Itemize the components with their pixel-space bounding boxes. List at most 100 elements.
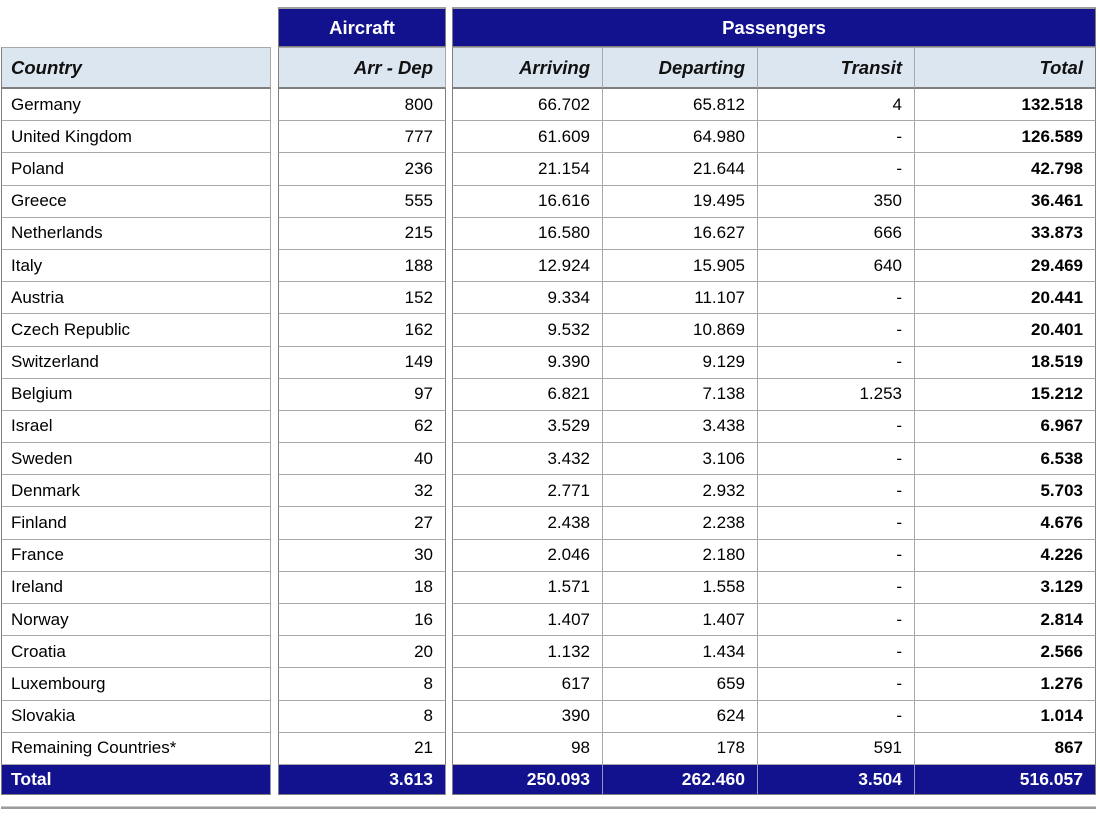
country-cell: France — [1, 539, 271, 572]
departing-cell: 7.138 — [603, 378, 758, 411]
transit-cell: - — [758, 636, 915, 669]
total-aircraft: 3.613 — [278, 764, 446, 795]
aircraft-arr-dep-cell: 777 — [278, 121, 446, 154]
transit-cell: - — [758, 507, 915, 540]
column-gap — [446, 604, 452, 637]
total-row-label: Total — [1, 764, 271, 795]
column-gap — [271, 47, 278, 89]
arriving-cell: 3.529 — [452, 410, 603, 444]
aircraft-arr-dep-cell: 18 — [278, 571, 446, 604]
country-cell: Slovakia — [1, 700, 271, 733]
column-gap — [271, 571, 278, 604]
column-gap — [446, 121, 452, 154]
column-gap — [446, 443, 452, 476]
row-total-cell: 6.538 — [915, 443, 1096, 476]
total-arriving: 250.093 — [452, 764, 603, 795]
column-gap — [271, 700, 278, 733]
column-gap — [271, 121, 278, 154]
column-gap — [446, 378, 452, 411]
arriving-cell: 390 — [452, 700, 603, 733]
arriving-cell: 12.924 — [452, 249, 603, 283]
column-gap — [271, 636, 278, 669]
column-gap — [446, 668, 452, 701]
departing-cell: 10.869 — [603, 314, 758, 347]
departing-cell: 11.107 — [603, 282, 758, 315]
transit-cell: - — [758, 410, 915, 444]
column-gap — [271, 282, 278, 315]
column-gap — [446, 346, 452, 379]
arriving-cell: 2.046 — [452, 539, 603, 572]
row-total-cell: 5.703 — [915, 475, 1096, 508]
departing-cell: 178 — [603, 732, 758, 765]
arriving-cell: 16.616 — [452, 185, 603, 218]
column-gap — [446, 314, 452, 347]
transit-cell: - — [758, 121, 915, 154]
row-total-cell: 18.519 — [915, 346, 1096, 379]
transit-cell: - — [758, 539, 915, 572]
arriving-cell: 617 — [452, 668, 603, 701]
departing-cell: 15.905 — [603, 249, 758, 283]
column-gap — [446, 539, 452, 572]
aircraft-arr-dep-cell: 555 — [278, 185, 446, 218]
arriving-cell: 1.132 — [452, 636, 603, 669]
country-cell: United Kingdom — [1, 121, 271, 154]
aircraft-arr-dep-cell: 800 — [278, 89, 446, 122]
top-left-spacer — [1, 7, 271, 47]
transit-cell: - — [758, 475, 915, 508]
departing-cell: 624 — [603, 700, 758, 733]
arriving-cell: 98 — [452, 732, 603, 765]
departing-cell: 1.558 — [603, 571, 758, 604]
aircraft-arr-dep-cell: 40 — [278, 443, 446, 476]
country-cell: Greece — [1, 185, 271, 218]
departing-cell: 3.438 — [603, 410, 758, 444]
row-total-cell: 20.441 — [915, 282, 1096, 315]
country-cell: Germany — [1, 89, 271, 122]
column-gap — [271, 346, 278, 379]
transit-cell: - — [758, 668, 915, 701]
aircraft-arr-dep-cell: 21 — [278, 732, 446, 765]
column-gap — [271, 89, 278, 122]
aircraft-arr-dep-cell: 215 — [278, 217, 446, 250]
transit-cell: 1.253 — [758, 378, 915, 411]
row-total-cell: 29.469 — [915, 249, 1096, 283]
country-cell: Denmark — [1, 475, 271, 508]
column-gap — [446, 153, 452, 186]
country-cell: Croatia — [1, 636, 271, 669]
arriving-cell: 2.771 — [452, 475, 603, 508]
aircraft-arr-dep-cell: 32 — [278, 475, 446, 508]
transit-cell: 4 — [758, 89, 915, 122]
column-gap — [271, 185, 278, 218]
departing-cell: 64.980 — [603, 121, 758, 154]
row-total-cell: 15.212 — [915, 378, 1096, 411]
column-gap — [446, 89, 452, 122]
row-total-cell: 2.566 — [915, 636, 1096, 669]
departing-cell: 19.495 — [603, 185, 758, 218]
total-departing: 262.460 — [603, 764, 758, 795]
departing-cell: 659 — [603, 668, 758, 701]
column-gap — [446, 732, 452, 765]
aircraft-arr-dep-cell: 188 — [278, 249, 446, 283]
transit-cell: 640 — [758, 249, 915, 283]
transit-cell: - — [758, 604, 915, 637]
row-total-cell: 4.226 — [915, 539, 1096, 572]
departing-cell: 1.434 — [603, 636, 758, 669]
aircraft-arr-dep-cell: 20 — [278, 636, 446, 669]
row-total-cell: 2.814 — [915, 604, 1096, 637]
departing-cell: 21.644 — [603, 153, 758, 186]
column-gap — [271, 475, 278, 508]
row-total-cell: 33.873 — [915, 217, 1096, 250]
country-cell: Israel — [1, 410, 271, 444]
column-gap — [271, 539, 278, 572]
row-total-cell: 3.129 — [915, 571, 1096, 604]
row-total-cell: 1.014 — [915, 700, 1096, 733]
row-total-cell: 36.461 — [915, 185, 1096, 218]
column-gap — [271, 153, 278, 186]
column-gap — [446, 764, 452, 795]
column-gap — [446, 475, 452, 508]
departing-cell: 16.627 — [603, 217, 758, 250]
transit-cell: - — [758, 153, 915, 186]
column-gap — [271, 314, 278, 347]
arriving-cell: 9.390 — [452, 346, 603, 379]
transit-cell: - — [758, 282, 915, 315]
